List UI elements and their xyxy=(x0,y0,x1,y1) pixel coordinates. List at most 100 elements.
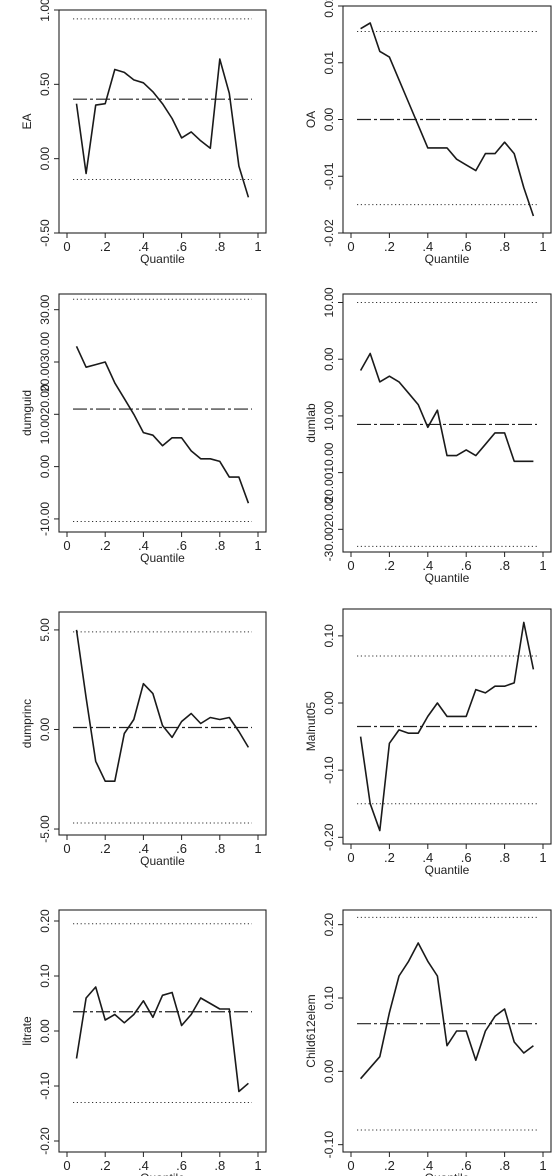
quantile-estimate-series xyxy=(75,629,250,783)
x-tick-label: .2 xyxy=(100,239,111,254)
y-tick-label: -0.01 xyxy=(322,162,336,190)
y-tick-label: 0.10 xyxy=(322,624,336,648)
x-tick-label: 0 xyxy=(63,538,70,553)
y-tick-label: 0.20 xyxy=(38,909,52,933)
x-tick-label: .2 xyxy=(100,841,111,856)
plot-frame xyxy=(342,909,552,1153)
x-tick-label: .6 xyxy=(461,558,472,573)
plot-frame xyxy=(342,293,552,553)
x-axis-label: Quantile xyxy=(425,252,470,266)
plot-frame xyxy=(58,293,267,533)
x-axis-label: Quantile xyxy=(140,252,185,266)
x-tick-label: .2 xyxy=(384,850,395,865)
y-tick-label: 0.00 xyxy=(38,717,52,741)
y-tick-label: 0.01 xyxy=(322,51,336,75)
x-tick-label: .4 xyxy=(422,558,433,573)
x-tick-label: .4 xyxy=(138,538,149,553)
quantile-estimate-series xyxy=(75,58,250,198)
y-axis-label: dumlab xyxy=(304,403,318,443)
quantile-estimate-series xyxy=(359,621,535,832)
x-tick-label: 0 xyxy=(63,1158,70,1173)
chart-panel-2: 0 .2 .4 .6 .8 1 Quantile -0.02 -0.01 0.00 0.01 0.02… xyxy=(304,0,552,266)
x-tick-label: .6 xyxy=(176,1158,187,1173)
x-tick-label: .8 xyxy=(499,239,510,254)
y-tick-label: 0.00 xyxy=(38,147,52,171)
y-tick-label: -10.00 xyxy=(38,502,52,536)
y-tick-label: 0.00 xyxy=(322,691,336,715)
y-tick-label: 0.00 xyxy=(322,107,336,131)
x-axis-label: Quantile xyxy=(140,1171,185,1176)
x-tick-label: .2 xyxy=(100,538,111,553)
x-tick-label: 1 xyxy=(254,239,261,254)
x-tick-label: .8 xyxy=(499,850,510,865)
plot-frame xyxy=(342,608,552,845)
x-tick-label: .8 xyxy=(214,239,225,254)
x-tick-label: .2 xyxy=(384,558,395,573)
x-tick-label: .6 xyxy=(176,841,187,856)
x-tick-label: .6 xyxy=(176,239,187,254)
y-tick-label: 1.00 xyxy=(38,0,52,22)
x-tick-label: .2 xyxy=(100,1158,111,1173)
y-tick-label: -0.20 xyxy=(38,1127,52,1155)
x-tick-label: .2 xyxy=(384,239,395,254)
x-tick-label: .8 xyxy=(499,558,510,573)
x-tick-label: .8 xyxy=(214,841,225,856)
y-axis-label: dumprinc xyxy=(20,699,34,748)
y-tick-label: 10.00 xyxy=(322,401,336,431)
x-tick-label: 1 xyxy=(254,841,261,856)
x-tick-label: 1 xyxy=(539,1158,546,1173)
x-tick-label: .6 xyxy=(461,1158,472,1173)
plot-frame xyxy=(58,9,267,234)
chart-panel-8: 0 .2 .4 .6 .8 1 Quantile -0.10 0.00 0.10 0.20 Child… xyxy=(304,909,552,1176)
y-tick-label: -0.02 xyxy=(322,219,336,247)
y-axis-label: Malnut05 xyxy=(304,701,318,751)
x-tick-label: 0 xyxy=(347,1158,354,1173)
y-tick-label: 0.10 xyxy=(38,964,52,988)
chart-panel-4: 0 .2 .4 .6 .8 1 Quantile -30.0020.0020.0010.00 1… xyxy=(304,287,552,585)
x-tick-label: 0 xyxy=(347,558,354,573)
chart-panel-6: 0 .2 .4 .6 .8 1 Quantile -0.20 -0.10 0.00 0.10 Maln… xyxy=(304,608,552,877)
quantile-estimate-series xyxy=(360,22,535,217)
x-tick-label: 0 xyxy=(63,841,70,856)
chart-panel-3: 0 .2 .4 .6 .8 1 Quantile -10.00 0.00 10.0020.0020… xyxy=(20,293,267,565)
x-tick-label: 1 xyxy=(539,239,546,254)
y-tick-label: 0.00 xyxy=(38,1019,52,1043)
chart-panel-7: 0 .2 .4 .6 .8 1 Quantile -0.20 -0.10 0.00 0.10 0.20… xyxy=(20,909,267,1176)
quantile-estimate-series xyxy=(359,942,534,1080)
x-axis-label: Quantile xyxy=(140,551,185,565)
y-tick-label: -5.00 xyxy=(38,815,52,843)
y-tick-label: 20.0010.00 xyxy=(322,442,336,502)
y-tick-label: 10.00 xyxy=(322,287,336,317)
y-axis-label: dumguid xyxy=(20,390,34,436)
y-tick-label: 30.00 xyxy=(38,294,52,324)
chart-panel-1: 0 .2 .4 .6 .8 1 Quantile -0.50 0.00 0.50 1.00 EA xyxy=(20,0,267,266)
y-tick-label: -0.50 xyxy=(38,219,52,247)
y-tick-label: 0.00 xyxy=(38,455,52,479)
y-tick-label: 20.0030.00 xyxy=(38,332,52,392)
x-tick-label: .8 xyxy=(214,538,225,553)
quantile-estimate-series xyxy=(75,986,249,1093)
y-tick-label: 0.00 xyxy=(322,347,336,371)
x-tick-label: 0 xyxy=(347,239,354,254)
x-axis-label: Quantile xyxy=(140,854,185,868)
quantile-estimate-series xyxy=(75,345,250,504)
x-axis-label: Quantile xyxy=(425,571,470,585)
x-tick-label: .2 xyxy=(384,1158,395,1173)
x-tick-label: .8 xyxy=(214,1158,225,1173)
y-tick-label: 0.02 xyxy=(322,0,336,18)
x-tick-label: .4 xyxy=(422,239,433,254)
y-tick-label: 5.00 xyxy=(38,618,52,642)
x-tick-label: .4 xyxy=(138,841,149,856)
x-tick-label: .4 xyxy=(138,239,149,254)
y-tick-label: -0.10 xyxy=(38,1072,52,1100)
y-tick-label: -0.10 xyxy=(322,756,336,784)
x-tick-label: .8 xyxy=(499,1158,510,1173)
x-tick-label: 0 xyxy=(63,239,70,254)
chart-panel-5: 0 .2 .4 .6 .8 1 Quantile -5.00 0.00 5.00 dumprinc xyxy=(20,611,267,868)
x-tick-label: .4 xyxy=(422,850,433,865)
x-tick-label: .6 xyxy=(461,239,472,254)
y-axis-label: EA xyxy=(20,113,34,129)
x-tick-label: 0 xyxy=(347,850,354,865)
plot-frame xyxy=(58,909,267,1153)
